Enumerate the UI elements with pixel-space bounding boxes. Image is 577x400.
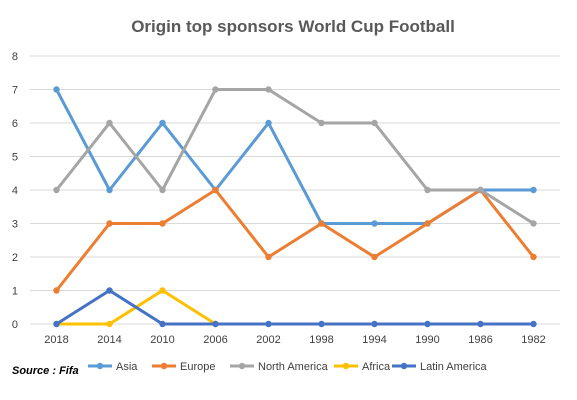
legend-item-north-america: North America: [230, 361, 329, 373]
source-note: Source : Fifa: [12, 365, 79, 377]
data-point-europe: [265, 253, 272, 261]
legend-item-asia: Asia: [88, 361, 138, 373]
x-tick-label: 2002: [256, 334, 280, 346]
data-point-north-america: [477, 186, 484, 194]
x-tick-label: 1994: [362, 334, 386, 346]
data-point-europe: [530, 253, 537, 261]
data-point-north-america: [371, 119, 378, 127]
data-point-latin-america: [159, 320, 166, 328]
x-tick-label: 1990: [415, 334, 439, 346]
data-point-europe: [212, 186, 219, 194]
data-point-europe: [424, 220, 431, 227]
legend-swatch-marker: [342, 362, 350, 370]
data-point-latin-america: [318, 320, 325, 328]
data-point-europe: [318, 220, 325, 227]
legend-swatch-marker: [96, 362, 104, 370]
x-tick-label: 1998: [309, 334, 333, 346]
data-point-north-america: [212, 86, 219, 93]
data-point-europe: [371, 253, 378, 261]
data-point-asia: [53, 86, 60, 93]
data-point-north-america: [265, 86, 272, 93]
y-tick-label: 3: [12, 219, 18, 231]
data-point-europe: [53, 287, 60, 294]
series-north-america: [53, 86, 537, 227]
data-point-latin-america: [530, 320, 537, 328]
series-line-latin-america: [55, 289, 535, 326]
legend-item-africa: Africa: [334, 361, 391, 373]
data-point-asia: [106, 186, 113, 194]
data-point-asia: [371, 220, 378, 227]
data-point-latin-america: [212, 320, 219, 328]
data-point-latin-america: [106, 287, 113, 294]
x-tick-label: 2018: [44, 334, 68, 346]
y-tick-label: 1: [12, 286, 18, 298]
y-tick-label: 5: [12, 152, 18, 164]
series-line-europe: [55, 188, 535, 292]
y-tick-label: 4: [12, 185, 18, 197]
data-point-latin-america: [265, 320, 272, 328]
data-point-asia: [530, 186, 537, 194]
legend-label: North America: [258, 361, 329, 373]
x-tick-label: 2010: [150, 334, 174, 346]
series-lines: [53, 86, 537, 328]
series-line-north-america: [55, 88, 535, 225]
x-tick-label: 2006: [203, 334, 227, 346]
data-point-latin-america: [371, 320, 378, 328]
x-tick-label: 1982: [521, 334, 545, 346]
data-point-latin-america: [53, 320, 60, 328]
legend-swatch-marker: [160, 362, 168, 370]
y-tick-label: 6: [12, 118, 18, 130]
legend-swatch-marker: [400, 362, 408, 370]
legend-label: Latin America: [420, 361, 488, 373]
data-point-africa: [106, 320, 113, 328]
legend-item-europe: Europe: [152, 361, 215, 373]
x-tick-label: 1986: [468, 334, 492, 346]
legend-swatch-marker: [238, 362, 246, 370]
legend-item-latin-america: Latin America: [392, 361, 488, 373]
y-tick-label: 2: [12, 252, 18, 264]
x-axis-ticks: 2018 2014 2010 2006 2002 1998 1994 1990 1986 1982: [44, 334, 545, 346]
data-point-europe: [159, 220, 166, 227]
y-tick-label: 0: [12, 319, 18, 331]
legend-label: Europe: [180, 361, 215, 373]
data-point-africa: [159, 287, 166, 294]
data-point-north-america: [318, 119, 325, 127]
data-point-asia: [159, 119, 166, 127]
data-point-north-america: [53, 186, 60, 194]
data-point-north-america: [106, 119, 113, 127]
y-axis-ticks: 0 1 2 3 4 5 6 7 8: [12, 51, 18, 331]
data-point-north-america: [159, 186, 166, 194]
data-point-latin-america: [477, 320, 484, 328]
legend: Asia Europe North America Africa Latin Ameri…: [88, 361, 488, 373]
legend-label: Africa: [362, 361, 391, 373]
chart-title: Origin top sponsors World Cup Football: [131, 17, 455, 36]
legend-label: Asia: [116, 361, 138, 373]
data-point-asia: [265, 119, 272, 127]
data-point-north-america: [530, 220, 537, 227]
data-point-latin-america: [424, 320, 431, 328]
data-point-north-america: [424, 186, 431, 194]
series-europe: [53, 186, 537, 294]
y-tick-label: 7: [12, 85, 18, 97]
x-tick-label: 2014: [97, 334, 121, 346]
y-tick-label: 8: [12, 51, 18, 63]
data-point-europe: [106, 220, 113, 227]
series-latin-america: [53, 287, 537, 328]
